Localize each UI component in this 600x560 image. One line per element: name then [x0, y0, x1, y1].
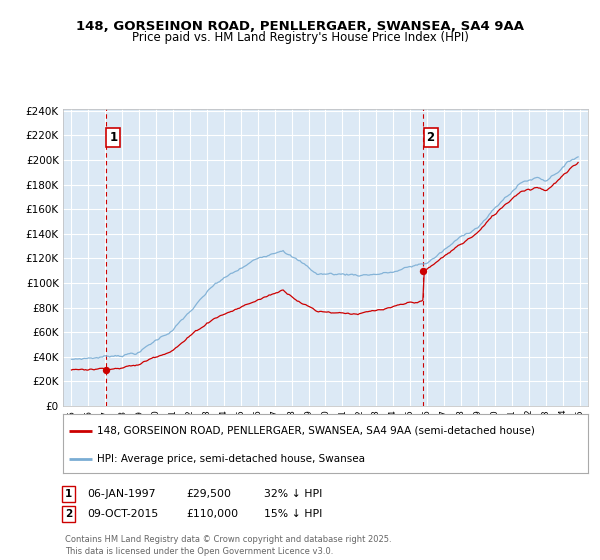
Point	[101, 365, 110, 374]
Text: Price paid vs. HM Land Registry's House Price Index (HPI): Price paid vs. HM Land Registry's House …	[131, 31, 469, 44]
Text: 2: 2	[427, 132, 435, 144]
Text: 148, GORSEINON ROAD, PENLLERGAER, SWANSEA, SA4 9AA (semi-detached house): 148, GORSEINON ROAD, PENLLERGAER, SWANSE…	[97, 426, 535, 436]
Text: 06-JAN-1997: 06-JAN-1997	[87, 489, 155, 499]
Text: 2: 2	[65, 509, 72, 519]
Text: 1: 1	[109, 132, 118, 144]
Text: 32% ↓ HPI: 32% ↓ HPI	[264, 489, 322, 499]
Text: 148, GORSEINON ROAD, PENLLERGAER, SWANSEA, SA4 9AA: 148, GORSEINON ROAD, PENLLERGAER, SWANSE…	[76, 20, 524, 32]
Point	[418, 266, 428, 275]
Text: £110,000: £110,000	[186, 509, 238, 519]
Text: HPI: Average price, semi-detached house, Swansea: HPI: Average price, semi-detached house,…	[97, 454, 365, 464]
Text: £29,500: £29,500	[186, 489, 231, 499]
Text: Contains HM Land Registry data © Crown copyright and database right 2025.
This d: Contains HM Land Registry data © Crown c…	[65, 535, 391, 556]
Text: 1: 1	[65, 489, 72, 499]
Text: 15% ↓ HPI: 15% ↓ HPI	[264, 509, 322, 519]
Text: 09-OCT-2015: 09-OCT-2015	[87, 509, 158, 519]
